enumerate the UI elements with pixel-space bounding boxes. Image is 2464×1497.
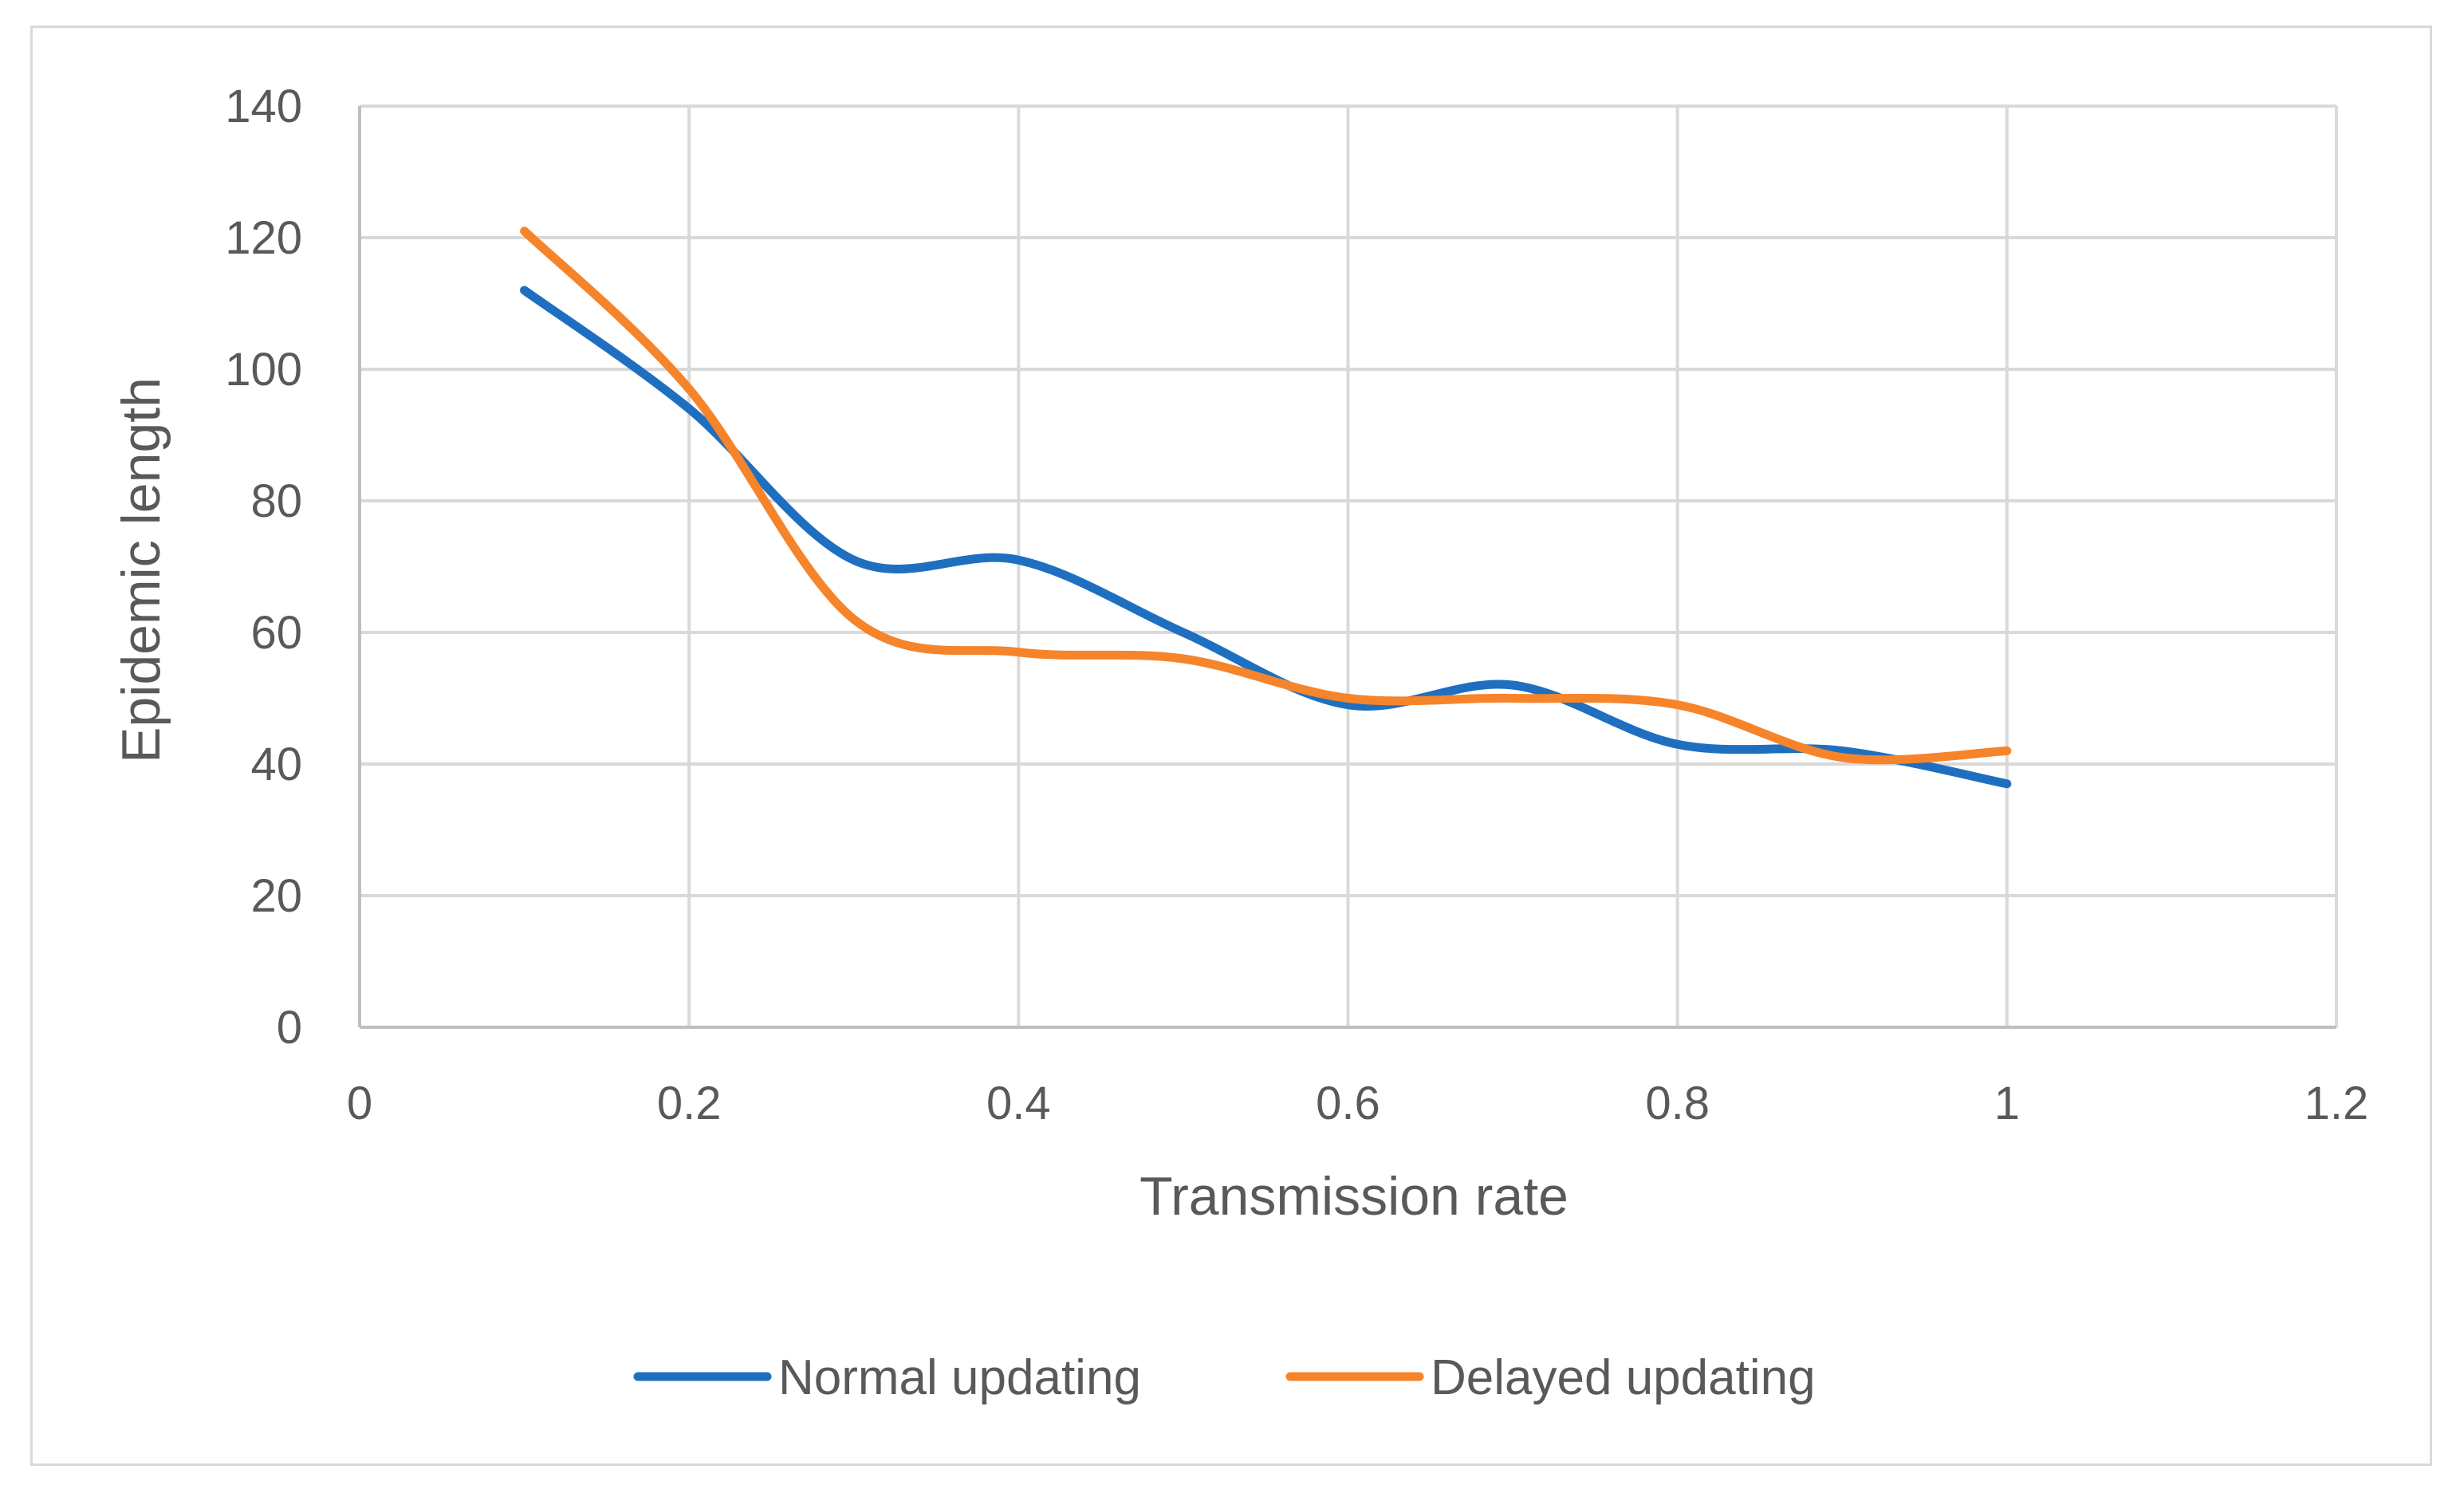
data-point-delayed-updating bbox=[520, 227, 529, 236]
data-point-normal-updating bbox=[2002, 779, 2012, 789]
series-line-normal-updating bbox=[520, 286, 2012, 789]
legend-label-delayed-updating: Delayed updating bbox=[1431, 1350, 1816, 1405]
x-tick-label: 1 bbox=[1994, 1077, 2020, 1129]
y-tick-label: 60 bbox=[250, 607, 302, 659]
x-tick-label: 0.2 bbox=[657, 1077, 722, 1129]
data-point-delayed-updating bbox=[1673, 700, 1683, 710]
legend-label-normal-updating: Normal updating bbox=[778, 1350, 1141, 1405]
data-point-delayed-updating bbox=[1179, 654, 1188, 664]
y-tick-label: 140 bbox=[225, 81, 302, 132]
data-point-delayed-updating bbox=[684, 384, 694, 394]
data-point-normal-updating bbox=[1014, 555, 1023, 565]
x-tick-label: 0 bbox=[347, 1077, 372, 1129]
tick-labels: 0 20 40 60 80 100 120 140 0 0.2 0.4 0.6 0.8 1 1.2 bbox=[225, 81, 2368, 1129]
y-tick-label: 40 bbox=[250, 739, 302, 790]
x-tick-label: 0.6 bbox=[1316, 1077, 1380, 1129]
x-tick-label: 1.2 bbox=[2305, 1077, 2369, 1129]
grid-lines bbox=[360, 104, 2338, 1027]
data-point-normal-updating bbox=[1179, 628, 1188, 637]
data-point-delayed-updating bbox=[1014, 648, 1023, 657]
data-point-delayed-updating bbox=[1508, 694, 1517, 703]
data-point-delayed-updating bbox=[849, 615, 859, 624]
y-tick-label: 20 bbox=[250, 870, 302, 922]
data-point-delayed-updating bbox=[2002, 747, 2012, 756]
data-point-normal-updating bbox=[849, 555, 859, 565]
y-tick-label: 120 bbox=[225, 212, 302, 264]
x-tick-label: 0.8 bbox=[1645, 1077, 1710, 1129]
data-point-delayed-updating bbox=[1344, 694, 1353, 703]
data-point-normal-updating bbox=[520, 286, 529, 295]
y-tick-label: 80 bbox=[250, 475, 302, 527]
axes bbox=[358, 106, 2336, 1029]
y-tick-label: 0 bbox=[277, 1002, 302, 1054]
y-tick-label: 100 bbox=[225, 344, 302, 396]
x-tick-label: 0.4 bbox=[986, 1077, 1051, 1129]
x-axis-title: Transmission rate bbox=[1140, 1166, 1569, 1227]
series-line-delayed-updating bbox=[520, 227, 2012, 765]
data-point-normal-updating bbox=[1673, 739, 1683, 749]
y-axis-title: Epidemic length bbox=[111, 377, 171, 763]
chart-frame bbox=[30, 26, 2432, 1466]
legend: Normal updating Delayed updating bbox=[633, 1350, 1816, 1405]
data-point-delayed-updating bbox=[1837, 753, 1847, 762]
data-point-normal-updating bbox=[684, 404, 694, 414]
series-lines bbox=[520, 227, 2012, 789]
data-point-normal-updating bbox=[1508, 680, 1517, 690]
